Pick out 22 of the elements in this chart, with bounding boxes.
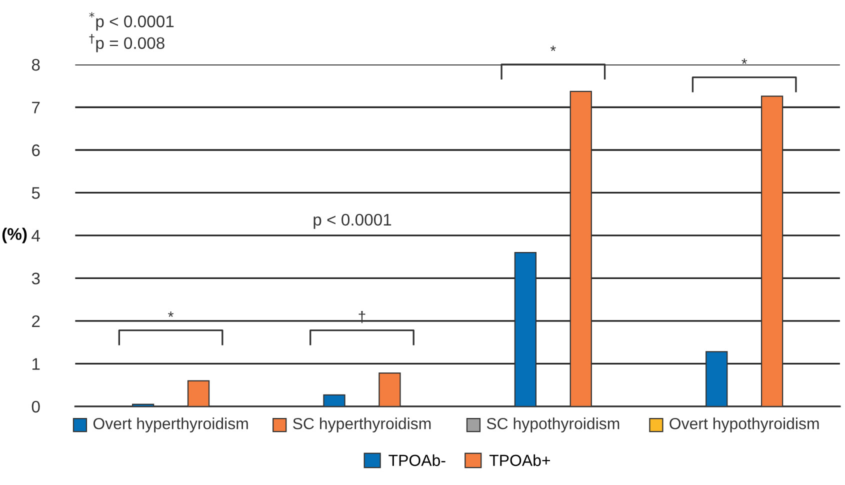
x-tick-label: Overt hyperthyroidism [93,418,248,432]
y-tick-label: 6 [32,144,40,156]
y-tick-label: 8 [32,58,40,71]
y-tick-label: 5 [32,187,40,199]
annotation: p < 0.0001 [314,214,392,229]
y-tick-label: 4 [32,230,40,242]
text: * [550,46,556,52]
y-tick-label: 0 [32,400,40,413]
annotation: * [168,312,174,317]
legend-label: TPOAb+ [489,454,550,466]
text: $^{†}$p = 0.008 [89,34,164,52]
x-tick-label: SC hyperthyroidism [293,418,431,432]
text: $^{*}$p < 0.0001 [89,12,174,31]
legend-label: TPOAb- [388,454,446,466]
x-tick-label: Overt hypothyroidism [670,418,819,432]
y-tick-label: 7 [32,102,40,114]
y-tick-label: 1 [32,358,40,370]
text: * [742,58,748,64]
x-tick-label: SC hypothyroidism [486,418,620,432]
y-tick-label: 2 [32,315,40,327]
y-tick-label: 3 [32,272,40,284]
y-axis-title: (%) [2,228,27,244]
